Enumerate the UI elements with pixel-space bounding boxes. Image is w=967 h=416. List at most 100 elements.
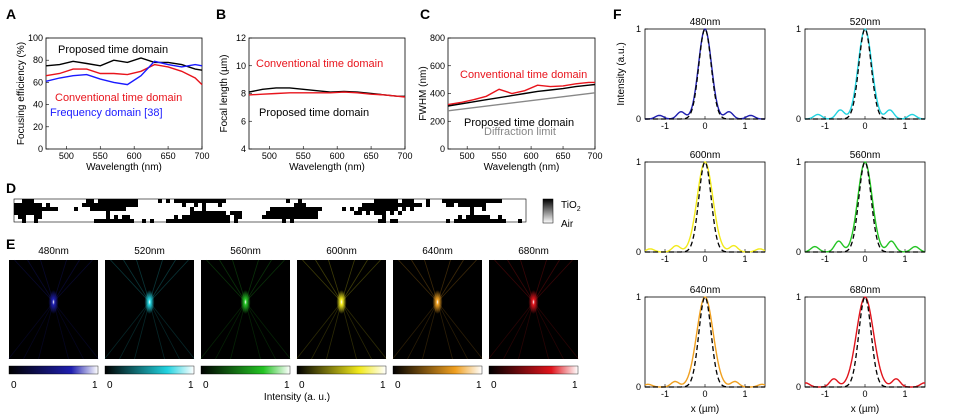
x-tick-label: 500 (59, 151, 74, 161)
pattern-cell (122, 215, 126, 219)
pattern-cell (106, 211, 110, 215)
pattern-cell (142, 219, 146, 223)
pattern-cell (194, 199, 198, 203)
pattern-cell (450, 199, 454, 203)
light-ray (53, 301, 99, 360)
pattern-cell (46, 203, 50, 207)
light-ray (245, 259, 285, 303)
pattern-cell (18, 211, 22, 215)
pattern-cell (378, 207, 382, 211)
pattern-cell (290, 211, 294, 215)
light-ray (200, 301, 246, 360)
pattern-cell (202, 199, 206, 203)
pattern-cell (474, 199, 478, 203)
reference-curve (805, 28, 925, 120)
pattern-cell (218, 199, 222, 203)
x-tick-label: 650 (161, 151, 176, 161)
pattern-cell (50, 207, 54, 211)
pattern-cell (94, 203, 98, 207)
pattern-cell (222, 211, 226, 215)
pattern-cell (190, 199, 194, 203)
light-ray (149, 259, 176, 303)
panel-letter-d: D (6, 180, 16, 196)
material-colorbar (542, 198, 554, 224)
pattern-cell (358, 211, 362, 215)
focal-spot (144, 290, 155, 314)
pattern-cell (118, 219, 122, 223)
series-line (248, 91, 406, 98)
pattern-cell (230, 211, 234, 215)
pattern-cell (294, 207, 298, 211)
y-tick-label: 1 (796, 24, 801, 34)
pattern-cell (110, 199, 114, 203)
x-axis-label: Wavelength (nm) (86, 162, 162, 173)
pattern-cell (202, 203, 206, 207)
pattern-cell (198, 219, 202, 223)
pattern-cell (106, 203, 110, 207)
pattern-cell (182, 219, 186, 223)
light-ray (215, 301, 246, 360)
series-annotation: Proposed time domain (58, 44, 168, 56)
pattern-cell (474, 203, 478, 207)
pattern-cell (238, 211, 242, 215)
colorbar-min-label: 0 (11, 380, 17, 391)
x-tick-label: 0 (862, 121, 867, 131)
pattern-cell (210, 215, 214, 219)
pattern-cell (266, 215, 270, 219)
pattern-cell (290, 207, 294, 211)
intensity-map-title: 600nm (326, 246, 357, 257)
pattern-cell (466, 219, 470, 223)
material-label-air: Air (561, 219, 574, 230)
axes-frame (644, 161, 766, 253)
pattern-cell (486, 215, 490, 219)
pattern-cell (222, 215, 226, 219)
light-ray (315, 259, 342, 303)
pattern-cell (206, 219, 210, 223)
light-ray (392, 301, 438, 360)
pattern-cell (466, 215, 470, 219)
pattern-cell (194, 203, 198, 207)
psf-curve (645, 28, 765, 120)
pattern-cell (222, 199, 226, 203)
pattern-cell (458, 199, 462, 203)
pattern-cell (38, 203, 42, 207)
pattern-cell (398, 203, 402, 207)
pattern-cell (202, 219, 206, 223)
pattern-cell (114, 215, 118, 219)
pattern-cell (394, 203, 398, 207)
pattern-cell (290, 215, 294, 219)
y-tick-label: 40 (33, 100, 43, 110)
intensity-colorbar (8, 365, 99, 375)
pattern-cell (478, 199, 482, 203)
y-tick-label: 60 (33, 77, 43, 87)
pattern-cell (382, 219, 386, 223)
pattern-cell (390, 203, 394, 207)
light-ray (23, 301, 54, 360)
pattern-cell (498, 219, 502, 223)
pattern-cell (126, 199, 130, 203)
light-ray (149, 301, 180, 360)
y-tick-label: 10 (236, 61, 246, 71)
pattern-cell (286, 211, 290, 215)
axes-frame (804, 296, 926, 388)
x-tick-label: 650 (364, 151, 379, 161)
pattern-cell (226, 219, 230, 223)
colorbar-min-label: 0 (203, 380, 209, 391)
y-axis-label: Focal length (µm) (219, 54, 230, 132)
pattern-cell (494, 219, 498, 223)
light-ray (245, 301, 291, 360)
pattern-cell (262, 215, 266, 219)
pattern-cell (34, 219, 38, 223)
pattern-cell (418, 203, 422, 207)
series-annotation: Conventional time domain (256, 58, 383, 70)
pattern-cell (206, 215, 210, 219)
psf-curve (644, 161, 766, 253)
pattern-cell (30, 199, 34, 203)
subplot-title: 680nm (850, 285, 881, 296)
pattern-cell (202, 215, 206, 219)
pattern-cell (210, 211, 214, 215)
pattern-cell (206, 199, 210, 203)
pattern-cell (382, 207, 386, 211)
y-tick-label: 1 (796, 157, 801, 167)
pattern-cell (114, 203, 118, 207)
